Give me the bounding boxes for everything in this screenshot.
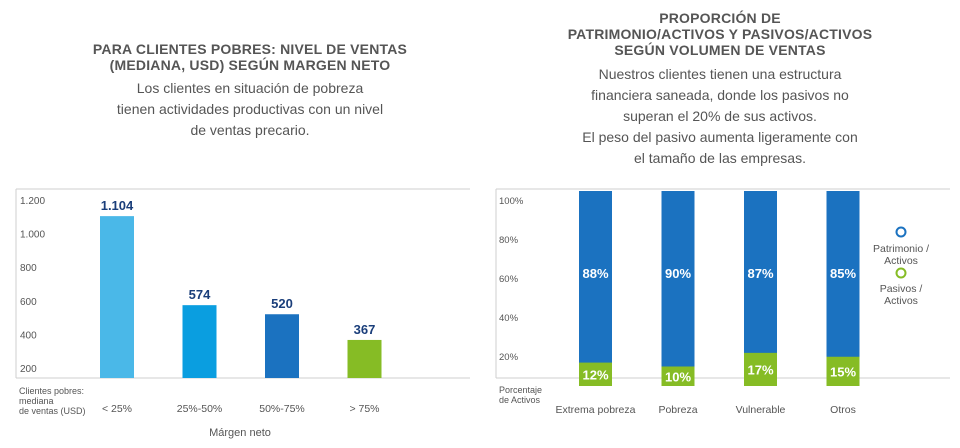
left-ylabel-line-2: mediana — [19, 396, 54, 406]
right-title-line-3: SEGÚN VOLUMEN DE VENTAS — [614, 42, 826, 58]
right-ytick-label: 20% — [499, 352, 519, 363]
legend-marker — [895, 267, 907, 279]
left-category-label: < 25% — [102, 403, 132, 415]
right-bar-patrimonio — [826, 191, 860, 386]
right-category-label: Otros — [830, 404, 856, 416]
left-category-label: > 75% — [349, 403, 379, 415]
right-subtitle-line-4: El peso del pasivo aumenta ligeramente c… — [582, 129, 858, 145]
right-title-line-1: PROPORCIÓN DE — [659, 10, 781, 26]
right-bar-pasivos-label: 12% — [582, 367, 608, 382]
left-ytick-label: 600 — [20, 297, 37, 308]
right-chart-title: PROPORCIÓN DE PATRIMONIO/ACTIVOS Y PASIV… — [530, 10, 910, 58]
right-bar-pasivos-label: 17% — [747, 362, 773, 377]
right-bar-pasivos-label: 10% — [665, 369, 691, 384]
left-bar — [182, 305, 217, 378]
right-title-line-2: PATRIMONIO/ACTIVOS Y PASIVOS/ACTIVOS — [567, 26, 873, 42]
legend-label: Activos — [884, 295, 918, 307]
right-bar-patrimonio-label: 90% — [665, 266, 691, 281]
legend-label: Activos — [884, 255, 918, 267]
right-bar-pasivos — [744, 352, 777, 386]
right-bar-patrimonio — [661, 191, 695, 386]
legend-label: Patrimonio / — [873, 243, 929, 255]
legend-label: Pasivos / — [880, 283, 923, 295]
right-ytick-label: 60% — [499, 274, 519, 285]
left-ytick-label: 200 — [20, 364, 37, 375]
right-subtitle-line-3: superan el 20% de sus activos. — [623, 108, 817, 124]
right-subtitle-line-5: el tamaño de las empresas. — [634, 150, 806, 166]
right-bar-pasivos — [826, 356, 860, 386]
left-ytick-label: 1.200 — [20, 196, 45, 207]
left-chart-title: PARA CLIENTES POBRES: NIVEL DE VENTAS (M… — [60, 41, 440, 73]
left-ylabel-line-3: de ventas (USD) — [19, 406, 86, 416]
left-category-label: 25%-50% — [177, 403, 223, 415]
left-bar-value-label: 520 — [271, 296, 293, 311]
left-chart-subtitle: Los clientes en situación de pobreza tie… — [60, 78, 440, 141]
right-category-label: Pobreza — [658, 404, 697, 416]
right-ytick-label: 100% — [499, 196, 524, 207]
left-subtitle-line-1: Los clientes en situación de pobreza — [136, 80, 364, 96]
right-ylabel-line-1: Porcentaje — [499, 385, 542, 395]
right-bar-pasivos — [579, 362, 612, 386]
left-bar-value-label: 367 — [354, 322, 376, 337]
right-bar-patrimonio-label: 85% — [830, 266, 856, 281]
left-bar-value-label: 574 — [189, 287, 211, 302]
left-ytick-label: 800 — [20, 263, 37, 274]
left-bar — [100, 216, 134, 378]
right-bar-pasivos-label: 15% — [830, 364, 856, 379]
right-category-label: Vulnerable — [736, 404, 786, 416]
left-subtitle-line-2: tienen actividades productivas con un ni… — [116, 101, 384, 117]
right-ylabel-line-2: de Activos — [499, 395, 541, 405]
right-subtitle-line-1: Nuestros clientes tienen una estructura — [598, 66, 842, 82]
left-ytick-label: 1.000 — [20, 230, 45, 241]
left-bar-value-label: 1.104 — [101, 198, 134, 213]
left-title-line-2: (MEDIANA, USD) SEGÚN MARGEN NETO — [109, 57, 391, 73]
right-bar-patrimonio-label: 88% — [582, 266, 608, 281]
right-bar-patrimonio — [579, 191, 612, 386]
right-chart-subtitle: Nuestros clientes tienen una estructura … — [530, 64, 910, 169]
left-bar — [265, 314, 299, 378]
left-title-line-1: PARA CLIENTES POBRES: NIVEL DE VENTAS — [92, 41, 408, 57]
left-subtitle-line-3: de ventas precario. — [190, 122, 310, 138]
legend-marker — [895, 226, 907, 238]
left-bar — [347, 339, 382, 378]
left-ylabel-line-1: Clientes pobres: — [19, 386, 84, 396]
right-bar-pasivos — [661, 366, 695, 386]
right-bar-patrimonio-label: 87% — [747, 266, 773, 281]
right-ytick-label: 40% — [499, 313, 519, 324]
right-ytick-label: 80% — [499, 235, 519, 246]
left-ytick-label: 400 — [20, 330, 37, 341]
right-subtitle-line-2: financiera saneada, donde los pasivos no — [591, 87, 849, 103]
left-category-label: 50%-75% — [259, 403, 305, 415]
left-xlabel: Márgen neto — [209, 427, 271, 439]
right-category-label: Extrema pobreza — [556, 404, 636, 416]
